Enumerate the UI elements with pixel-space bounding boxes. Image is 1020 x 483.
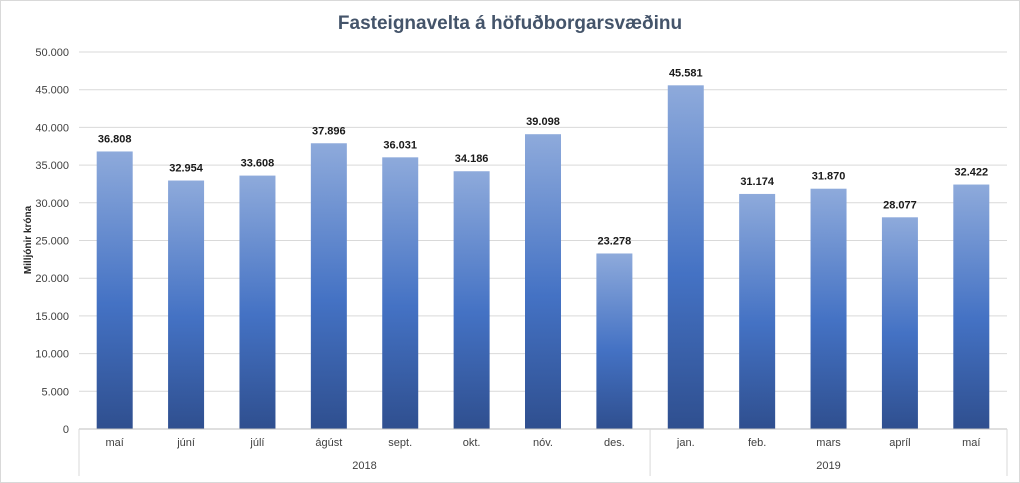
- y-tick-label: 35.000: [35, 160, 69, 172]
- bars: 36.808 32.954 33.608 37.896 36.031 34.186 39.0…: [96, 67, 990, 430]
- group-label: 2018: [352, 460, 376, 472]
- bar: [953, 184, 990, 429]
- data-label: 32.422: [954, 167, 988, 179]
- bar: [168, 180, 205, 429]
- data-label: 39.098: [526, 116, 560, 128]
- y-tick-label: 20.000: [35, 273, 69, 285]
- bar: [525, 134, 561, 429]
- x-tick-label: maí: [106, 437, 124, 449]
- y-tick-label: 25.000: [35, 236, 69, 248]
- data-label: 37.896: [312, 125, 346, 137]
- data-label: 36.031: [383, 139, 417, 151]
- x-tick-label: ágúst: [315, 437, 342, 449]
- bar: [667, 85, 704, 429]
- y-tick-label: 40.000: [35, 122, 69, 134]
- data-label: 31.870: [812, 171, 846, 183]
- y-tick-label: 15.000: [35, 311, 69, 323]
- bar: [310, 143, 347, 429]
- x-tick-label: jan.: [676, 437, 695, 449]
- y-tick-label: 45.000: [35, 85, 69, 97]
- y-tick-label: 10.000: [35, 349, 69, 361]
- bar: [810, 188, 847, 429]
- y-tick-label: 30.000: [35, 198, 69, 210]
- group-label: 2019: [816, 460, 840, 472]
- x-tick-label: feb.: [748, 437, 766, 449]
- data-label: 33.608: [241, 158, 275, 170]
- x-tick-label: des.: [604, 437, 625, 449]
- x-tick-label: júní: [176, 437, 195, 449]
- x-tick-label: sept.: [388, 437, 412, 449]
- data-label: 36.808: [98, 133, 132, 145]
- bar: [453, 171, 490, 430]
- x-tick-label: júlí: [249, 437, 264, 449]
- x-tick-label: apríl: [889, 437, 910, 449]
- y-tick-label: 0: [63, 424, 69, 436]
- x-tick-label: okt.: [463, 437, 481, 449]
- y-axis-label: Milljónir króna: [23, 205, 34, 274]
- data-label: 32.954: [169, 163, 204, 175]
- bar: [239, 175, 276, 429]
- bar: [596, 253, 633, 429]
- x-axis: maí júní júlí ágúst sept. okt. nóv. des. jan. feb…: [78, 428, 1008, 476]
- y-tick-label: 50.000: [35, 47, 69, 59]
- bar: [96, 151, 133, 429]
- data-label: 28.077: [883, 199, 917, 211]
- bar: [739, 193, 776, 429]
- y-ticks: 0 5.000 10.000 15.000 20.000 25.000 30.000 35.0…: [35, 47, 69, 436]
- data-label: 45.581: [669, 67, 703, 79]
- x-tick-label: nóv.: [533, 437, 553, 449]
- x-tick-label: maí: [962, 437, 980, 449]
- data-label: 23.278: [598, 235, 632, 247]
- bar: [382, 157, 419, 429]
- data-label: 34.186: [455, 153, 489, 165]
- chart-title: Fasteignavelta á höfuðborgarsvæðinu: [338, 13, 682, 34]
- bar: [881, 217, 918, 429]
- data-label: 31.174: [740, 176, 775, 188]
- x-tick-label: mars: [816, 437, 841, 449]
- y-tick-label: 5.000: [41, 386, 69, 398]
